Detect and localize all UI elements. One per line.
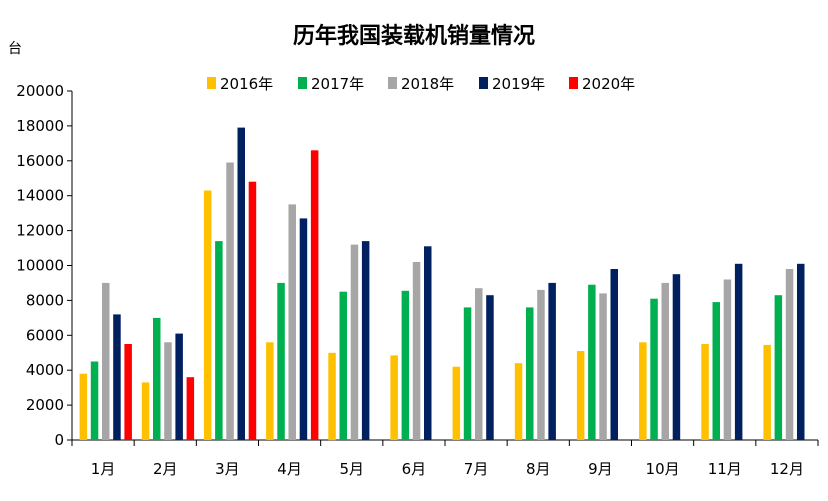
bar-2020年-2月 bbox=[186, 377, 195, 440]
x-tick-label: 7月 bbox=[464, 460, 489, 478]
bar-2018年-11月 bbox=[723, 279, 732, 440]
legend-label: 2016年 bbox=[220, 75, 273, 93]
legend-swatch bbox=[207, 77, 216, 89]
legend-label: 2020年 bbox=[582, 75, 635, 93]
bar-2017年-10月 bbox=[650, 298, 658, 440]
bar-2016年-5月 bbox=[328, 352, 336, 441]
bar-2017年-12月 bbox=[774, 295, 783, 440]
bar-2017年-4月 bbox=[277, 282, 285, 440]
bar-2019年-8月 bbox=[548, 282, 556, 440]
bar-2019年-1月 bbox=[113, 314, 121, 440]
x-tick-label: 12月 bbox=[770, 460, 804, 478]
bar-2017年-8月 bbox=[526, 307, 534, 440]
y-tick-label: 4000 bbox=[26, 361, 64, 379]
x-tick-label: 5月 bbox=[339, 460, 364, 478]
x-tick-label: 3月 bbox=[215, 460, 240, 478]
bar-2019年-2月 bbox=[175, 333, 183, 440]
bar-2020年-4月 bbox=[310, 150, 319, 441]
legend: 2016年 2017年 2018年 2019年 2020年 bbox=[207, 75, 635, 93]
bar-2019年-11月 bbox=[734, 263, 743, 440]
bar-2020年-3月 bbox=[248, 181, 257, 440]
y-tick-label: 2000 bbox=[26, 396, 64, 414]
bar-2020年-1月 bbox=[124, 344, 132, 440]
bar-2018年-7月 bbox=[475, 288, 483, 440]
y-tick-label: 14000 bbox=[16, 187, 64, 205]
bar-2019年-7月 bbox=[486, 295, 494, 440]
x-tick-label: 11月 bbox=[708, 460, 742, 478]
bar-2019年-6月 bbox=[424, 246, 432, 440]
y-tick-label: 10000 bbox=[16, 257, 64, 275]
bar-2016年-11月 bbox=[701, 344, 709, 440]
y-tick-label: 20000 bbox=[16, 82, 64, 100]
x-tick-label: 6月 bbox=[402, 460, 427, 478]
bar-2016年-2月 bbox=[141, 382, 150, 440]
bar-2018年-9月 bbox=[599, 293, 607, 440]
bar-2017年-9月 bbox=[588, 284, 596, 440]
y-tick-label: 0 bbox=[54, 431, 64, 449]
bar-2019年-5月 bbox=[361, 241, 370, 440]
y-axis: 0 2000 4000 6000 8000 10000 12000 14000 16000 180… bbox=[16, 82, 73, 449]
bar-2017年-7月 bbox=[463, 307, 472, 440]
bars bbox=[79, 127, 805, 441]
bar-2018年-12月 bbox=[785, 269, 794, 440]
x-tick-label: 8月 bbox=[526, 460, 551, 478]
bar-2019年-9月 bbox=[610, 269, 618, 440]
bar-2017年-11月 bbox=[712, 302, 720, 440]
bar-2017年-2月 bbox=[153, 317, 161, 440]
bar-2016年-12月 bbox=[763, 344, 771, 440]
bar-2019年-12月 bbox=[797, 263, 805, 440]
bar-2016年-1月 bbox=[79, 373, 88, 440]
chart-title: 历年我国装载机销量情况 bbox=[293, 23, 535, 49]
bar-2016年-7月 bbox=[452, 366, 461, 440]
y-tick-label: 6000 bbox=[26, 326, 64, 344]
legend-label: 2017年 bbox=[311, 75, 364, 93]
legend-swatch bbox=[388, 77, 397, 89]
bar-2018年-10月 bbox=[661, 282, 669, 440]
bar-2019年-4月 bbox=[299, 218, 308, 440]
x-tick-label: 1月 bbox=[91, 460, 116, 478]
bar-2018年-5月 bbox=[350, 244, 359, 440]
y-tick-label: 18000 bbox=[16, 117, 64, 135]
legend-swatch bbox=[298, 77, 307, 89]
legend-swatch bbox=[479, 77, 488, 89]
bar-2016年-3月 bbox=[203, 190, 212, 440]
bar-2017年-3月 bbox=[215, 241, 223, 440]
x-tick-label: 9月 bbox=[588, 460, 613, 478]
x-tick-label: 4月 bbox=[277, 460, 302, 478]
x-axis: 1月 2月 3月 4月 5月 6月 7月 8月 9月 10月 11月 12月 bbox=[71, 439, 819, 478]
bar-2016年-9月 bbox=[576, 351, 585, 440]
bar-2016年-4月 bbox=[266, 342, 274, 440]
bar-2018年-2月 bbox=[164, 342, 172, 440]
bar-2016年-6月 bbox=[390, 355, 398, 440]
y-tick-label: 12000 bbox=[16, 222, 64, 240]
bar-2018年-4月 bbox=[288, 204, 296, 440]
legend-swatch bbox=[569, 77, 578, 89]
bar-2016年-10月 bbox=[639, 342, 647, 440]
y-axis-unit-label: 台 bbox=[8, 41, 22, 57]
x-tick-label: 2月 bbox=[153, 460, 178, 478]
bar-2016年-8月 bbox=[514, 363, 523, 440]
bar-2018年-6月 bbox=[412, 262, 421, 440]
legend-label: 2018年 bbox=[401, 75, 454, 93]
bar-2018年-1月 bbox=[102, 282, 110, 440]
y-tick-label: 16000 bbox=[16, 152, 64, 170]
bar-2018年-3月 bbox=[226, 162, 234, 440]
legend-label: 2019年 bbox=[492, 75, 545, 93]
y-tick-label: 8000 bbox=[26, 291, 64, 309]
x-tick-label: 10月 bbox=[646, 460, 680, 478]
bar-2017年-5月 bbox=[339, 291, 347, 440]
bar-2019年-10月 bbox=[672, 274, 681, 440]
bar-2017年-1月 bbox=[90, 361, 99, 440]
bar-2018年-8月 bbox=[537, 289, 545, 440]
bar-2019年-3月 bbox=[237, 127, 245, 440]
bar-2017年-6月 bbox=[401, 290, 410, 440]
